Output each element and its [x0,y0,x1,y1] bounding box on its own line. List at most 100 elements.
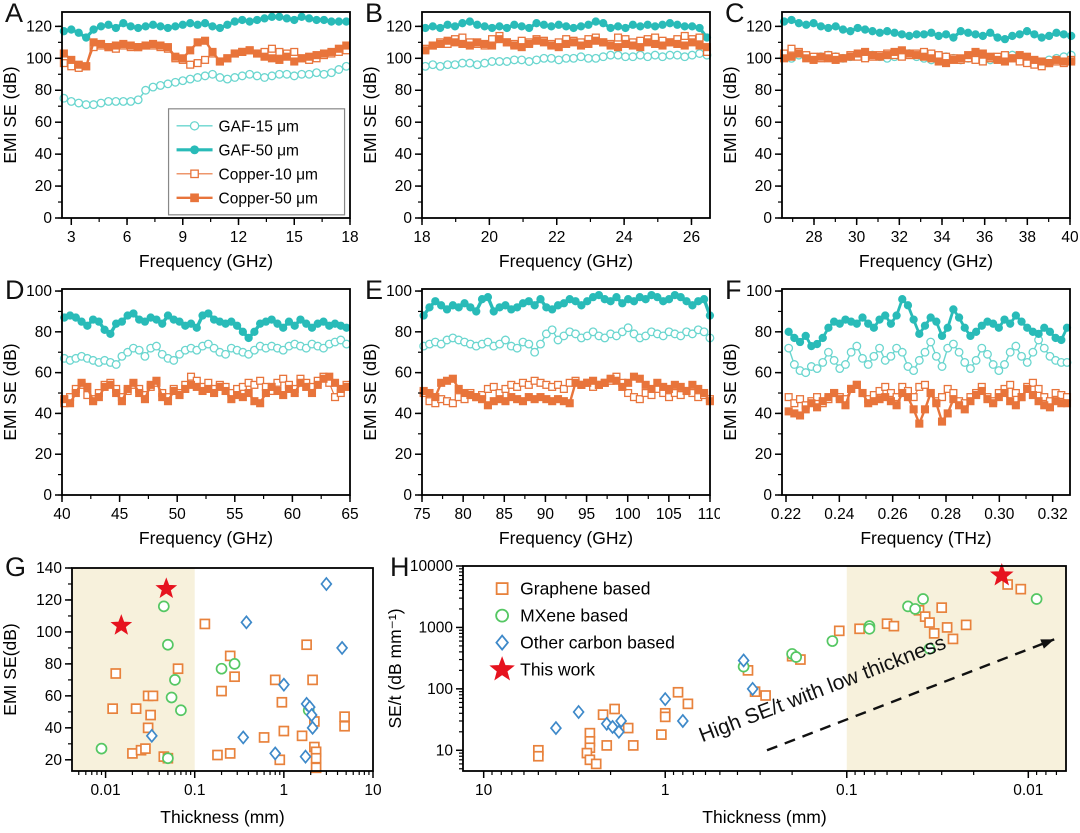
svg-text:Thickness (mm): Thickness (mm) [160,807,284,827]
series-layer [59,309,351,408]
svg-text:60: 60 [35,365,53,382]
svg-text:0.30: 0.30 [984,506,1015,523]
svg-text:12: 12 [230,229,247,246]
series-gaf-15-m [59,335,351,369]
svg-text:EMI SE (dB): EMI SE (dB) [360,343,380,440]
svg-text:32: 32 [891,229,908,246]
chart-b-svg: 18 20 22 24 26 0 20 40 60 80 100 120 Frequency (GHz)… [360,11,712,271]
svg-text:EMI SE (dB): EMI SE (dB) [720,66,740,163]
svg-text:0: 0 [43,487,52,504]
svg-text:Frequency (GHz): Frequency (GHz) [499,251,633,271]
svg-text:60: 60 [395,114,413,131]
svg-text:40: 40 [395,405,413,422]
svg-text:0.26: 0.26 [878,506,908,523]
panel-b: B 18 20 22 24 26 0 20 40 60 80 100 120 Frequency (GH… [360,0,720,277]
series-layer [779,15,1076,71]
series-layer [419,290,715,410]
svg-text:0.24: 0.24 [824,506,855,523]
chart-d-canvas: 40 45 50 55 60 65 0 20 40 60 80 100 Frequency (GHz) E… [0,277,360,554]
svg-text:20: 20 [755,446,773,463]
svg-text:0.1: 0.1 [836,782,858,799]
svg-text:80: 80 [755,324,773,341]
svg-text:EMI SE (dB): EMI SE (dB) [0,66,20,163]
panel-g: G 0.01 0.1 1 10 20 40 60 80 100 120 140 Thickness (… [0,552,385,833]
svg-text:120: 120 [26,18,52,35]
svg-text:80: 80 [455,506,473,523]
svg-text:100: 100 [615,506,641,523]
series-gaf-15-m [784,335,1072,378]
svg-text:100: 100 [26,50,52,67]
legend: Graphene based MXene based Other carbon ba… [489,579,675,681]
svg-text:100: 100 [386,50,412,67]
svg-text:34: 34 [933,229,951,246]
svg-text:20: 20 [45,752,63,769]
svg-text:SE/t (dB mm⁻¹): SE/t (dB mm⁻¹) [385,608,405,728]
svg-text:20: 20 [35,178,53,195]
axes: 10 1 0.1 0.01 10 100 1000 10000 Thickness (mm) SE… [385,558,1067,827]
panel-d: D 40 45 50 55 60 65 0 20 40 60 80 100 Frequency (GHz… [0,275,360,554]
svg-text:3: 3 [67,229,76,246]
svg-text:100: 100 [386,283,412,300]
svg-text:0: 0 [43,210,52,227]
svg-text:0.01: 0.01 [1013,782,1043,799]
axes: 75 80 85 90 95 100 105 110 0 20 40 60 80 100 Frequency… [360,283,723,548]
svg-text:24: 24 [615,229,633,246]
svg-text:80: 80 [755,82,773,99]
svg-text:0: 0 [763,210,772,227]
svg-text:EMI SE (dB): EMI SE (dB) [720,343,740,440]
svg-text:Frequency (GHz): Frequency (GHz) [859,251,993,271]
shaded-region [846,566,1066,771]
svg-text:60: 60 [755,365,773,382]
svg-text:18: 18 [413,229,430,246]
series-gaf-50-m [784,295,1072,351]
panel-a: A 3 6 9 12 15 18 0 20 40 60 80 100 120 Frequency (GHz… [0,0,360,277]
svg-text:65: 65 [341,506,358,523]
svg-text:Frequency (THz): Frequency (THz) [860,528,991,548]
group-this-work [989,563,1014,586]
series-layer [59,12,351,110]
svg-text:EMI SE (dB): EMI SE (dB) [360,66,380,163]
series-copper-50-m [59,36,351,71]
axes: 40 45 50 55 60 65 0 20 40 60 80 100 Frequency (GHz) E… [0,283,359,548]
svg-text:Copper-50 μm: Copper-50 μm [219,190,318,207]
chart-h-canvas: High SE/t with low thickness 10 1 0.1 0.01 10… [385,554,1080,833]
group-other-carbon-based [549,653,759,740]
panel-e: E 75 80 85 90 95 100 105 110 0 20 40 60 80 100 Frequen… [360,275,723,554]
svg-text:80: 80 [395,324,413,341]
legend: GAF-15 μm GAF-50 μm Copper-10 μm Copper-50 … [167,108,346,216]
panel-e-letter: E [365,275,384,305]
series-layer [784,295,1072,428]
svg-text:75: 75 [413,506,430,523]
svg-text:40: 40 [395,146,413,163]
chart-g-svg: 0.01 0.1 1 10 20 40 60 80 100 120 140 Thickness (mm… [0,560,382,827]
chart-f-canvas: 0.22 0.24 0.26 0.28 0.30 0.32 0 20 40 60 80 100 Freq… [720,277,1080,554]
chart-g-canvas: 0.01 0.1 1 10 20 40 60 80 100 120 140 Thickness (mm… [0,554,385,833]
series-gaf-50-m [59,12,351,42]
svg-text:GAF-15 μm: GAF-15 μm [219,118,299,135]
svg-text:1: 1 [280,782,289,799]
svg-text:22: 22 [548,229,565,246]
svg-text:0.28: 0.28 [931,506,961,523]
svg-text:60: 60 [45,688,63,705]
svg-text:40: 40 [53,506,71,523]
svg-text:40: 40 [35,405,53,422]
chart-b-canvas: 18 20 22 24 26 0 20 40 60 80 100 120 Frequency (GHz)… [360,0,720,277]
svg-text:40: 40 [45,720,63,737]
svg-text:15: 15 [286,229,303,246]
svg-text:55: 55 [226,506,243,523]
svg-text:20: 20 [481,229,499,246]
svg-text:0.1: 0.1 [184,782,206,799]
series-layer [532,563,1043,770]
axes: 0.01 0.1 1 10 20 40 60 80 100 120 140 Thickness (mm… [0,560,382,827]
svg-text:140: 140 [36,560,62,577]
figure-row-1: A 3 6 9 12 15 18 0 20 40 60 80 100 120 Frequency (GHz… [0,0,1080,277]
svg-text:50: 50 [169,506,187,523]
svg-text:10: 10 [475,782,493,799]
svg-text:100: 100 [746,50,772,67]
svg-text:36: 36 [976,229,993,246]
svg-text:40: 40 [755,405,773,422]
svg-text:EMI SE (dB): EMI SE (dB) [0,343,20,440]
series-copper-50-m [784,380,1072,428]
svg-text:45: 45 [111,506,128,523]
